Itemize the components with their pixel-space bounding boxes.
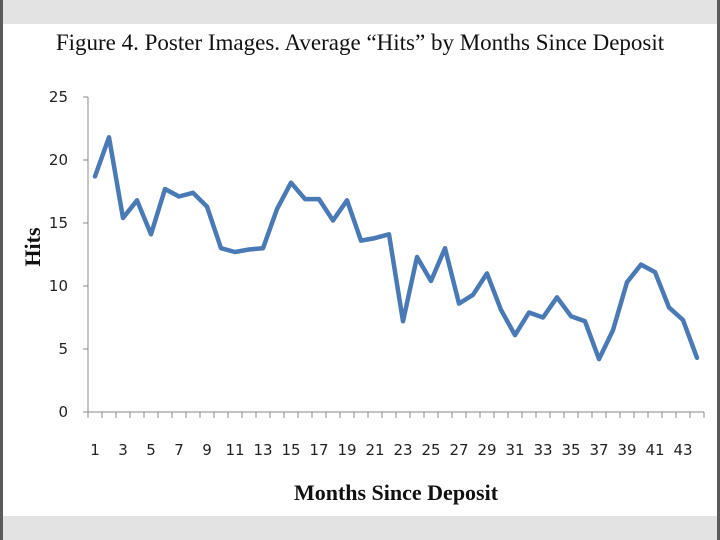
x-tick-label: 29: [477, 441, 496, 459]
x-tick-label: 43: [673, 441, 692, 459]
x-tick-label: 27: [449, 441, 468, 459]
x-tick-label: 11: [225, 441, 244, 459]
x-tick-label: 35: [561, 441, 580, 459]
top-frame-bar: [0, 0, 720, 24]
series-line: [92, 135, 700, 362]
x-tick-label: 13: [253, 441, 272, 459]
y-tick-label: 0: [58, 403, 68, 421]
y-tick-label: 20: [49, 151, 68, 169]
x-axis-title: Months Since Deposit: [294, 480, 499, 505]
x-tick-label: 17: [309, 441, 328, 459]
bottom-frame-bar: [0, 516, 720, 540]
x-tick-label: 9: [202, 441, 212, 459]
x-tick-label: 41: [645, 441, 664, 459]
x-tick-label: 31: [505, 441, 524, 459]
x-tick-label: 23: [393, 441, 412, 459]
y-tick-label: 5: [58, 340, 68, 358]
x-tick-label: 21: [365, 441, 384, 459]
y-tick-label: 15: [49, 214, 68, 232]
x-tick-label: 1: [90, 441, 100, 459]
y-axis-ticks: 0 5 10 15 20 25: [49, 88, 88, 421]
x-tick-label: 19: [337, 441, 356, 459]
x-tick-label: 25: [421, 441, 440, 459]
y-tick-label: 25: [49, 88, 68, 106]
x-tick-label: 39: [617, 441, 636, 459]
y-tick-label: 10: [49, 277, 68, 295]
series-layer: [92, 135, 700, 362]
x-tick-label: 5: [146, 441, 156, 459]
x-tick-label: 33: [533, 441, 552, 459]
y-axis-title: Hits: [20, 227, 45, 267]
x-tick-label: 15: [281, 441, 300, 459]
chart-title: Figure 4. Poster Images. Average “Hits” …: [55, 30, 665, 55]
x-tick-label: 3: [118, 441, 128, 459]
left-frame-edge: [0, 0, 3, 540]
x-axis-ticks: 1 3 5 7 9 11 13 15 17 19 21 23 25 27 29 31 33 35 37 39 41 43: [87, 412, 705, 459]
right-frame-edge: [717, 0, 720, 540]
x-tick-label: 37: [589, 441, 608, 459]
x-tick-label: 7: [174, 441, 184, 459]
